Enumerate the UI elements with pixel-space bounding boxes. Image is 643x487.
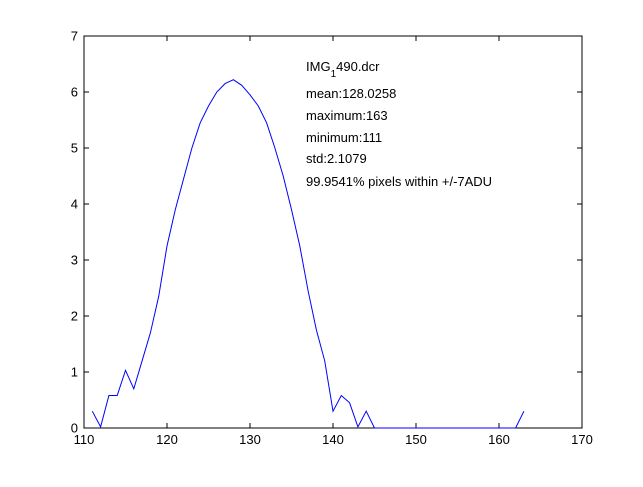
- plot-area: [83, 35, 583, 429]
- y-tick-label: 4: [71, 197, 78, 212]
- series-layer: [91, 79, 525, 429]
- y-tick-label: 3: [71, 253, 78, 268]
- y-tick-label: 6: [71, 85, 78, 100]
- stat-maximum: maximum:163: [306, 108, 388, 123]
- stats-annotation: IMG1490.dcr mean:128.0258 maximum:163 mi…: [306, 59, 492, 189]
- y-tick-label: 2: [71, 309, 78, 324]
- y-tick-label: 5: [71, 141, 78, 156]
- x-tick-label: 150: [405, 432, 427, 447]
- tick-labels: 110 120 130 140 150 160 170 0 1 2 3 4 5 6 7: [71, 29, 593, 448]
- x-tick-label: 140: [322, 432, 344, 447]
- x-tick-label: 120: [156, 432, 178, 447]
- filename-suffix: 490.dcr: [336, 59, 380, 74]
- x-tick-label: 160: [488, 432, 510, 447]
- stat-pixels-within: 99.9541% pixels within +/-7ADU: [306, 174, 492, 189]
- filename-label: IMG1490.dcr: [306, 59, 380, 80]
- ticks: [83, 35, 583, 429]
- y-tick-label: 0: [71, 421, 78, 436]
- y-tick-label: 1: [71, 365, 78, 380]
- series-line: [91, 79, 525, 429]
- x-tick-label: 170: [571, 432, 593, 447]
- stat-minimum: minimum:111: [306, 130, 382, 145]
- filename-prefix: IMG: [306, 59, 331, 74]
- y-tick-label: 7: [71, 29, 78, 44]
- filename-subscript: 1: [331, 69, 337, 80]
- x-tick-label: 110: [74, 432, 95, 447]
- x-tick-label: 130: [239, 432, 261, 447]
- stat-std: std:2.1079: [306, 151, 367, 166]
- stat-mean: mean:128.0258: [306, 86, 396, 101]
